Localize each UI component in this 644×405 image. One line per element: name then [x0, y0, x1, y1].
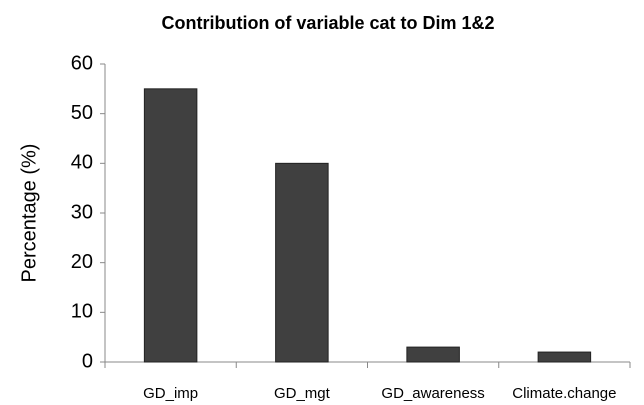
- chart-title: Contribution of variable cat to Dim 1&2: [161, 13, 494, 33]
- y-tick-label: 0: [82, 350, 93, 372]
- bar: [143, 88, 198, 363]
- x-tick-label: GD_imp: [143, 385, 198, 402]
- x-tick-label: Climate.change: [512, 385, 616, 402]
- y-axis-label: Percentage (%): [18, 144, 40, 283]
- bar: [406, 346, 460, 363]
- y-tick-label: 20: [71, 251, 93, 273]
- y-tick-label: 30: [71, 201, 93, 223]
- x-tick-label: GD_awareness: [381, 385, 484, 402]
- x-tick-label: GD_mgt: [274, 385, 331, 402]
- y-tick-label: 60: [71, 52, 93, 74]
- y-tick-label: 50: [71, 102, 93, 124]
- y-tick-label: 40: [71, 152, 93, 174]
- bar: [537, 351, 592, 363]
- y-tick-label: 10: [71, 301, 93, 323]
- bar: [275, 162, 329, 363]
